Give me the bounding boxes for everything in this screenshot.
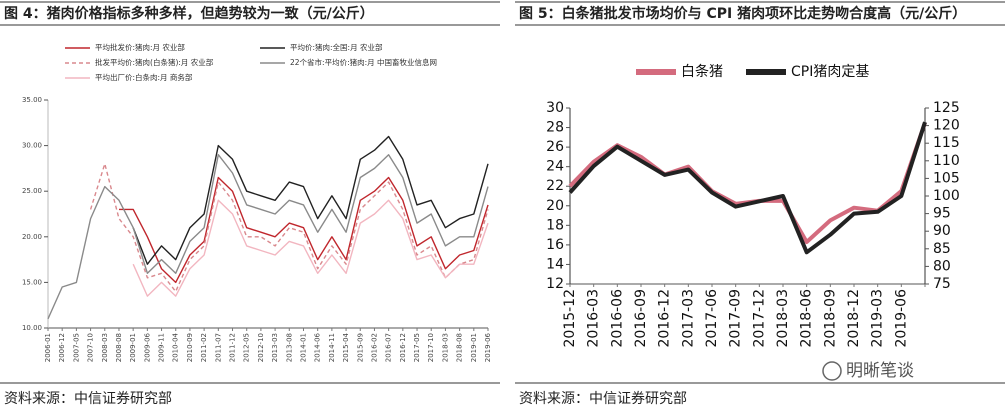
x-tick-label: 2009-06	[143, 332, 151, 362]
x-tick-label: 2014-06	[314, 332, 322, 362]
legend-label: 白条猪	[681, 63, 723, 80]
x-tick-label: 2006-12	[58, 333, 66, 362]
x-tick-label: 2016-07	[385, 333, 393, 362]
series-line	[89, 163, 489, 293]
series-line	[132, 199, 489, 297]
series-line	[132, 135, 489, 265]
x-tick-label: 2018-08	[456, 333, 464, 362]
chart-title: 图 5：白条猪批发市场均价与 CPI 猪肉项环比走势吻合度高（元/公斤）	[519, 5, 966, 22]
x-tick-label: 2017-12	[751, 289, 767, 348]
x-tick-label: 2014-11	[328, 333, 336, 362]
y2-tick-label: 125	[933, 100, 960, 116]
y-tick-label: 20.00	[22, 233, 42, 241]
legend-label: 平均批发价:猪肉:月 农业部	[95, 42, 185, 52]
y-tick-label: 10.00	[22, 324, 42, 332]
legend-label: 22个省市:平均价:猪肉:月 中国畜牧业信息网	[290, 57, 437, 67]
x-tick-label: 2019-03	[870, 289, 886, 348]
y2-tick-label: 120	[933, 118, 960, 134]
legend-label: CPI猪肉定基	[791, 63, 869, 80]
x-tick-label: 2012-10	[257, 333, 265, 362]
x-tick-label: 2010-09	[186, 333, 194, 362]
x-tick-label: 2014-01	[299, 333, 307, 362]
y-tick-label: 26	[546, 139, 564, 155]
y2-tick-label: 85	[933, 241, 951, 257]
x-tick-label: 2015-09	[356, 333, 364, 362]
y2-tick-label: 100	[933, 188, 960, 204]
y-tick-label: 30	[546, 100, 564, 116]
x-tick-label: 2007-10	[87, 333, 95, 362]
x-tick-label: 2017-10	[427, 333, 435, 362]
series-line	[568, 121, 927, 255]
x-tick-label: 2009-11	[158, 333, 166, 362]
x-tick-label: 2008-08	[115, 333, 123, 362]
x-tick-label: 2018-12	[846, 289, 862, 348]
x-tick-label: 2016-12	[399, 333, 407, 362]
y-tick-label: 12	[546, 276, 564, 292]
x-tick-label: 2016-02	[370, 333, 378, 362]
x-tick-label: 2006-01	[44, 333, 52, 362]
y2-tick-label: 75	[933, 276, 951, 292]
y2-tick-label: 105	[933, 170, 960, 186]
x-tick-label: 2015-12	[562, 289, 578, 348]
legend-label: 平均价:猪肉:全国:月 农业部	[290, 42, 383, 52]
y-tick-label: 15.00	[22, 278, 42, 286]
panel-frames	[0, 1, 1005, 384]
chart-title: 图 4：猪肉价格指标多种多样，但趋势较为一致（元/公斤）	[4, 5, 374, 22]
x-tick-label: 2016-03	[586, 289, 602, 348]
y2-tick-label: 115	[933, 135, 960, 151]
y-tick-label: 28	[546, 120, 564, 136]
x-tick-label: 2016-12	[657, 289, 673, 348]
y-tick-label: 30.00	[22, 142, 42, 150]
x-tick-label: 2017-09	[728, 289, 744, 348]
x-tick-label: 2018-06	[799, 289, 815, 348]
x-tick-label: 2016-06	[609, 289, 625, 348]
y-tick-label: 18	[546, 217, 564, 233]
watermark-icon	[822, 361, 842, 381]
x-tick-label: 2011-12	[229, 333, 237, 362]
x-tick-label: 2017-06	[704, 289, 720, 348]
x-tick-label: 2018-03	[441, 333, 449, 362]
x-tick-label: 2019-06	[484, 332, 492, 362]
y-tick-label: 25.00	[22, 187, 42, 195]
x-tick-label: 2015-04	[342, 332, 350, 362]
y-tick-label: 14	[546, 256, 564, 272]
x-tick-label: 2011-02	[200, 333, 208, 362]
y2-tick-label: 110	[933, 153, 960, 169]
x-tick-label: 2011-07	[214, 333, 222, 362]
y2-tick-label: 95	[933, 206, 951, 222]
x-tick-label: 2019-01	[470, 333, 478, 362]
x-tick-label: 2017-05	[413, 333, 421, 362]
series-line	[47, 154, 489, 320]
x-tick-label: 2009-01	[129, 333, 137, 362]
series-line	[119, 176, 489, 284]
series-line	[568, 122, 927, 244]
y-tick-label: 20	[546, 198, 564, 214]
legend-label: 批发平均价:猪肉(白条猪):月 农业部	[95, 57, 214, 67]
x-tick-label: 2013-08	[285, 333, 293, 362]
y-tick-label: 22	[546, 178, 564, 194]
y-tick-label: 16	[546, 237, 564, 253]
y-tick-label: 24	[546, 159, 564, 175]
x-tick-label: 2007-05	[72, 333, 80, 362]
y2-tick-label: 80	[933, 258, 951, 274]
watermark: 明晰笔谈	[822, 361, 914, 381]
legend-label: 平均出厂价:白条肉:月 商务部	[95, 72, 193, 82]
x-tick-label: 2010-04	[172, 332, 180, 362]
x-tick-label: 2008-03	[101, 333, 109, 362]
x-tick-label: 2012-05	[243, 333, 251, 362]
source: 资料来源：中信证券研究部	[519, 391, 687, 407]
y-tick-label: 35.00	[22, 96, 42, 104]
x-tick-label: 2019-06	[893, 289, 909, 348]
x-tick-label: 2013-03	[271, 333, 279, 362]
x-tick-label: 2018-09	[822, 289, 838, 348]
x-tick-label: 2018-03	[775, 289, 791, 348]
source: 资料来源：中信证券研究部	[4, 391, 172, 407]
x-tick-label: 2017-03	[680, 289, 696, 348]
y2-tick-label: 90	[933, 223, 951, 239]
watermark-text: 明晰笔谈	[846, 361, 914, 381]
x-tick-label: 2016-09	[633, 289, 649, 348]
